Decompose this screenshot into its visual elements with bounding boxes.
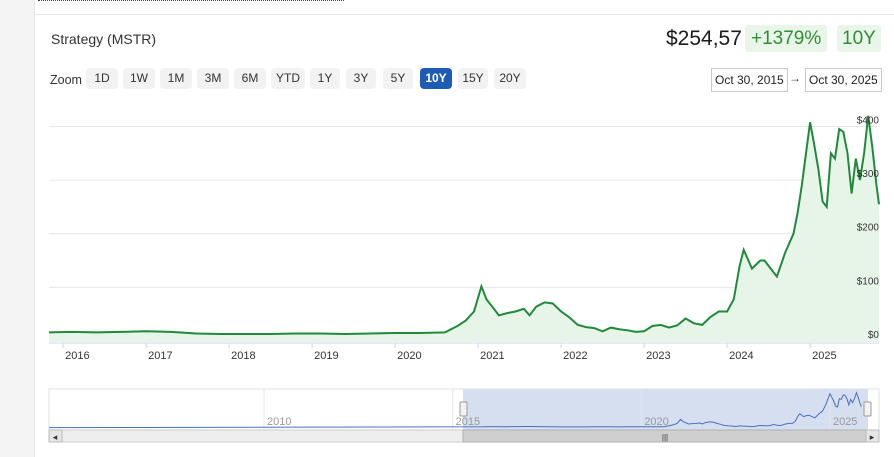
y-tick-label: $100 (857, 276, 880, 287)
zoom-label: Zoom (50, 73, 82, 87)
scroll-right-button[interactable] (865, 429, 880, 443)
x-tick-label: 2016 (65, 350, 89, 362)
navigator-axis: 2010 2015 2020 2025 (267, 416, 857, 428)
navigator-line (48, 391, 862, 429)
current-price: $254,57 (666, 27, 742, 50)
zoom-button-15y[interactable]: 15Y (458, 68, 488, 89)
x-tick-label: 2021 (480, 350, 504, 362)
zoom-button-6m[interactable]: 6M (234, 68, 266, 89)
x-tick-label: 2024 (729, 350, 753, 362)
navigator-left-handle[interactable] (459, 401, 468, 417)
left-gutter (0, 0, 34, 457)
x-axis: 2016 2017 2018 2019 2020 2021 2022 2023 2024 2025 (49, 342, 879, 362)
y-tick-label: $0 (868, 330, 880, 341)
zoom-button-1y[interactable]: 1Y (310, 68, 340, 89)
panel-top-border (34, 14, 894, 15)
x-tick-label: 2017 (148, 350, 172, 362)
y-tick-label: $200 (857, 223, 880, 234)
price-line (48, 115, 880, 336)
x-tick-label: 2022 (563, 350, 587, 362)
navigator-tick-label: 2020 (644, 416, 668, 428)
period-badge: 10Y (837, 25, 881, 52)
navigator-selected-range[interactable] (463, 389, 868, 430)
chart-title: Strategy (MSTR) (51, 31, 157, 47)
zoom-button-1m[interactable]: 1M (160, 68, 192, 89)
zoom-button-20y[interactable]: 20Y (494, 68, 526, 89)
change-badge: +1379% (745, 25, 828, 52)
zoom-button-1d[interactable]: 1D (86, 68, 118, 89)
navigator-grid (263, 389, 831, 430)
zoom-button-1w[interactable]: 1W (123, 68, 155, 89)
scroll-left-button[interactable] (48, 429, 63, 443)
scroll-right-icon: ▸ (870, 432, 875, 442)
x-tick-label: 2020 (397, 350, 421, 362)
x-tick-label: 2019 (314, 350, 338, 362)
x-tick-label: 2025 (812, 350, 836, 362)
y-tick-label: $400 (857, 115, 880, 126)
range-end-input[interactable]: Oct 30, 2025 (805, 68, 882, 92)
navigator-right-handle[interactable] (863, 401, 872, 417)
price-area (49, 115, 879, 341)
zoom-button-5y[interactable]: 5Y (383, 68, 413, 89)
range-start-input[interactable]: Oct 30, 2015 (711, 68, 788, 92)
scroll-left-icon: ◂ (53, 432, 58, 442)
y-tick-label: $300 (857, 169, 880, 180)
x-tick-label: 2023 (646, 350, 670, 362)
zoom-button-10y[interactable]: 10Y (420, 68, 452, 89)
range-arrow: → (789, 71, 801, 85)
zoom-button-3m[interactable]: 3M (197, 68, 229, 89)
y-axis: $0 $100 $200 $300 $400 (857, 115, 880, 341)
x-tick-label: 2018 (231, 350, 255, 362)
navigator-tick-label: 2010 (267, 416, 291, 428)
top-dotted-rule (38, 0, 344, 1)
navigator-tick-label: 2025 (833, 416, 857, 428)
zoom-button-3y[interactable]: 3Y (346, 68, 376, 89)
navigator-tick-label: 2015 (456, 416, 480, 428)
zoom-button-ytd[interactable]: YTD (271, 68, 305, 89)
scrollbar-grip-icon: ||| (662, 433, 668, 442)
